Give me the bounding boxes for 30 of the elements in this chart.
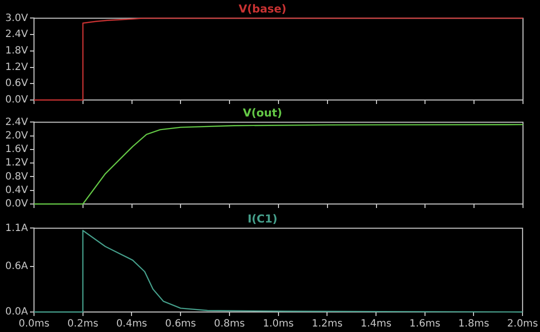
x-tick-label: 1.6ms bbox=[409, 318, 440, 330]
y-tick-label: 3.0V bbox=[5, 12, 28, 24]
y-tick-label: 1.1A bbox=[5, 222, 28, 234]
chart-title: V(base) bbox=[238, 2, 286, 16]
x-tick-label: 0.4ms bbox=[116, 318, 148, 330]
y-tick-label: 2.0V bbox=[5, 130, 28, 142]
y-tick-label: 0.8V bbox=[5, 171, 28, 182]
chart-title: V(out) bbox=[242, 106, 282, 120]
x-tick-label: 0.8ms bbox=[214, 318, 245, 330]
y-tick-label: 0.4V bbox=[5, 184, 28, 196]
chart-title: I(C1) bbox=[248, 212, 278, 226]
y-tick-label: 1.8V bbox=[5, 46, 28, 57]
y-tick-label: 1.2V bbox=[5, 158, 28, 169]
y-tick-label: 0.0V bbox=[5, 198, 28, 210]
x-tick-label: 2.0ms bbox=[507, 318, 538, 330]
y-tick-label: 1.2V bbox=[5, 62, 28, 73]
x-tick-label: 1.0ms bbox=[262, 318, 294, 330]
y-tick-label: 0.0V bbox=[5, 94, 28, 106]
y-tick-label: 0.0A bbox=[5, 306, 28, 318]
y-tick-label: 0.6V bbox=[5, 78, 28, 90]
x-tick-label: 1.8ms bbox=[458, 318, 490, 330]
y-tick-label: 0.6A bbox=[5, 260, 28, 272]
x-tick-label: 0.2ms bbox=[67, 318, 98, 330]
x-tick-label: 0.0ms bbox=[18, 318, 50, 330]
y-tick-label: 2.4V bbox=[5, 29, 28, 40]
x-tick-label: 0.6ms bbox=[165, 318, 196, 330]
x-tick-label: 1.4ms bbox=[360, 318, 392, 330]
y-tick-label: 1.6V bbox=[5, 144, 28, 156]
y-tick-label: 2.4V bbox=[5, 116, 28, 128]
x-tick-label: 1.2ms bbox=[312, 318, 343, 330]
